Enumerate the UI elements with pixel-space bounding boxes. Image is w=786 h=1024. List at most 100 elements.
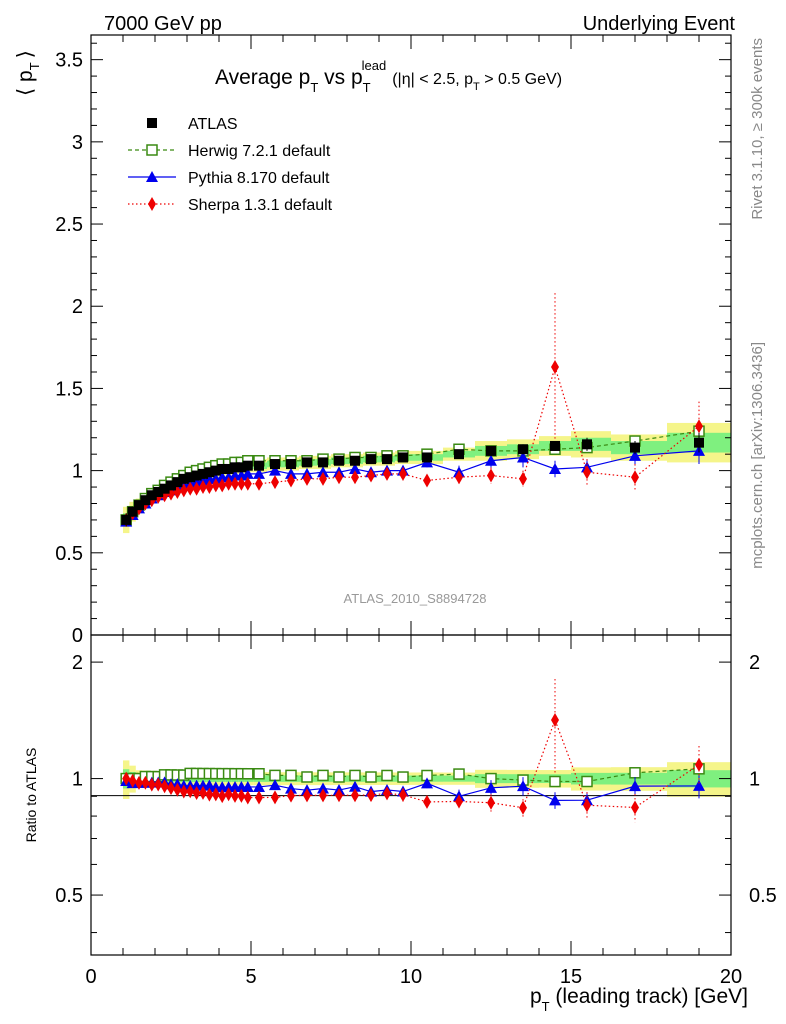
atlas-point [191, 470, 202, 481]
plot-title: Average pT vs pTlead(|η| < 2.5, pT > 0.5… [215, 58, 562, 95]
top-y-axis: 0 0.5 1 1.5 2 2.5 3 3.5 [55, 42, 731, 647]
atlas-point [121, 514, 132, 525]
herwig-ratio-point [333, 771, 345, 783]
pythia-ratio-point [241, 780, 254, 792]
x-tick-label: 20 [720, 966, 742, 988]
sherpa-point [237, 476, 246, 491]
ratio-y-tick-label-right: 1 [749, 769, 760, 791]
atlas-point [382, 454, 392, 465]
atlas-point [582, 439, 592, 450]
atlas-point [223, 463, 234, 474]
atlas-point [422, 452, 432, 463]
ratio-y-axis: 0.5 0.5 1 1 2 2 [55, 652, 777, 934]
sherpa-point [271, 475, 279, 490]
x-axis: 0 5 10 15 20 [85, 35, 742, 988]
analysis-watermark: ATLAS_2010_S8894728 [344, 591, 487, 606]
atlas-point [210, 465, 221, 476]
herwig-ratio-point [253, 768, 265, 780]
atlas-point [185, 472, 196, 483]
sherpa-ratio-point [173, 782, 182, 797]
atlas-point [159, 483, 170, 494]
sherpa-point [631, 470, 639, 485]
atlas-point [518, 444, 528, 455]
herwig-ratio-point [381, 769, 393, 782]
energy-label: 7000 GeV pp [104, 13, 222, 35]
sherpa-ratio-point [335, 788, 343, 803]
ratio-band-inner-bin [611, 772, 667, 785]
sherpa-ratio-point [167, 781, 175, 796]
sherpa-ratio-series [122, 678, 703, 823]
x-tick-label: 10 [400, 966, 422, 988]
title-main-sub: T [310, 80, 318, 95]
pythia-ratio-point [349, 780, 361, 792]
sherpa-ratio-point [122, 771, 131, 786]
atlas-point [270, 459, 280, 470]
top-y-tick-label: 1.5 [55, 378, 83, 400]
pythia-ratio-point [517, 780, 529, 792]
atlas-point [302, 457, 312, 468]
legend-herwig: Herwig 7.2.1 default [128, 143, 331, 160]
legend-pythia-marker [146, 171, 158, 182]
process-label: Underlying Event [583, 13, 736, 35]
atlas-point [286, 459, 296, 470]
atlas-point [242, 460, 253, 471]
pythia-ratio-point [253, 780, 265, 792]
title-vs-sub: T [363, 80, 371, 95]
atlas-point [486, 445, 496, 456]
top-y-axis-title-end: ⟩ [14, 50, 37, 58]
top-y-tick-label: 3 [72, 132, 83, 154]
atlas-point [127, 506, 138, 517]
title-cuts-b: > 0.5 GeV) [480, 71, 562, 88]
sherpa-point [199, 480, 207, 495]
sherpa-ratio-point [192, 786, 201, 801]
atlas-point [198, 468, 208, 479]
sherpa-point [224, 476, 233, 491]
herwig-ratio-point [453, 768, 465, 780]
top-y-tick-label: 3.5 [55, 50, 83, 72]
herwig-ratio-point [301, 771, 313, 783]
herwig-ratio-point [629, 767, 641, 779]
main-panel: 0 0.5 1 1.5 2 2.5 3 3.5 [55, 34, 732, 647]
pythia-point [549, 462, 561, 474]
ratio-y-tick-label: 2 [72, 652, 83, 674]
sherpa-ratio-point [231, 788, 239, 803]
sherpa-ratio-point [487, 795, 495, 810]
pythia-point [269, 464, 281, 476]
sherpa-point [583, 465, 591, 480]
legend-sherpa-marker [148, 197, 156, 211]
sherpa-ratio-point [399, 787, 407, 802]
atlas-point [550, 440, 560, 451]
sherpa-ratio-point [205, 787, 214, 802]
sherpa-point [243, 476, 252, 491]
sherpa-ratio-point [128, 773, 137, 788]
atlas-point [318, 457, 328, 468]
atlas-point [230, 462, 240, 473]
x-tick-label: 5 [245, 966, 256, 988]
sherpa-point [399, 466, 407, 481]
pythia-ratio-point [485, 781, 497, 793]
sherpa-ratio-point [179, 784, 188, 799]
rivet-version-label: Rivet 3.1.10, ≥ 300k events [749, 38, 766, 220]
sherpa-point [186, 481, 195, 496]
herwig-ratio-point [242, 768, 254, 780]
sherpa-ratio-point [154, 777, 163, 792]
legend-herwig-label: Herwig 7.2.1 default [188, 143, 331, 160]
atlas-point [254, 460, 264, 471]
sherpa-ratio-point [141, 775, 150, 790]
legend-sherpa: Sherpa 1.3.1 default [128, 197, 333, 214]
top-y-tick-label: 0.5 [55, 543, 83, 565]
x-axis-title-sub: T [542, 999, 550, 1014]
herwig-ratio-point [349, 769, 361, 782]
pythia-ratio-point [317, 782, 329, 794]
sherpa-ratio-point [237, 788, 246, 803]
sherpa-point [383, 466, 391, 481]
sherpa-point [255, 476, 263, 491]
ratio-series-layer [120, 678, 705, 823]
sherpa-ratio-point [186, 784, 195, 799]
mcplots-label: mcplots.cern.ch [arXiv:1306.3436] [749, 342, 766, 569]
sherpa-point [335, 470, 343, 485]
sherpa-ratio-point [319, 788, 327, 803]
pythia-ratio-point [269, 779, 281, 791]
pythia-point [241, 467, 254, 479]
